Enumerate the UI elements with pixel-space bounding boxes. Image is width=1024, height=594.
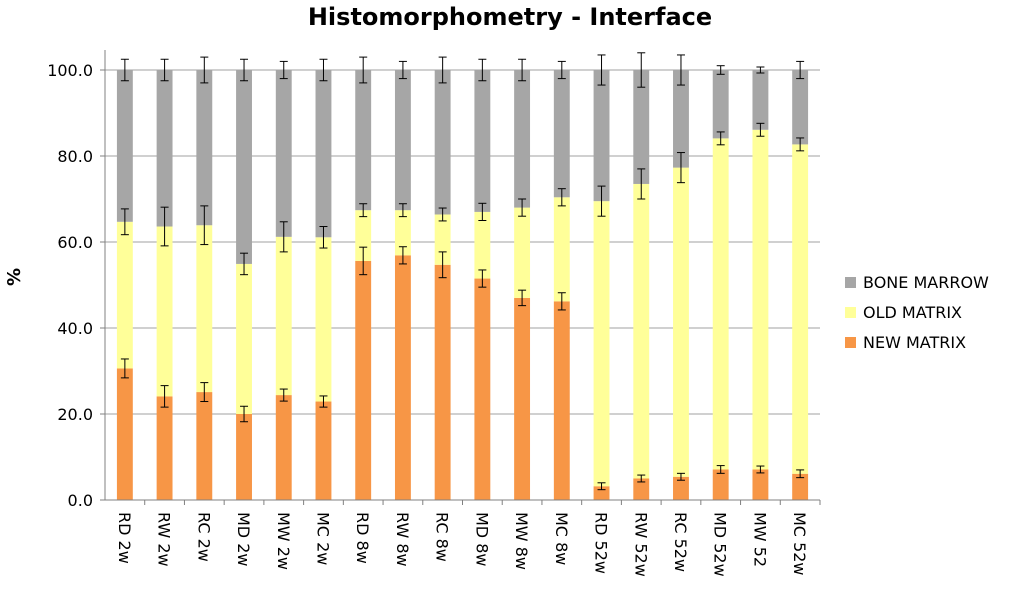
y-tick-label: 100.0 [47,61,93,80]
bar-bone-marrow [156,70,173,227]
bar-new-matrix [236,414,252,500]
bar-new-matrix [712,469,729,500]
legend-label: OLD MATRIX [863,303,962,322]
bar-old-matrix [236,263,252,414]
bar-bone-marrow [474,70,491,212]
x-tick-label: RD 2w [115,512,134,564]
bar-new-matrix [275,395,292,500]
legend-swatch [845,307,856,318]
x-tick-label: MD 8w [472,512,491,566]
bar-new-matrix [514,297,531,500]
bar-new-matrix [355,260,372,500]
y-tick-label: 20.0 [57,405,93,424]
bar-old-matrix [474,211,491,279]
bar-old-matrix [275,236,292,396]
bar-bone-marrow [434,70,451,215]
x-tick-label: RC 2w [194,512,213,562]
x-tick-label: MC 2w [313,512,332,565]
bar-bone-marrow [633,70,650,184]
x-tick-label: MW 52 [750,512,769,567]
bar-bone-marrow [673,70,689,168]
bar-new-matrix [633,478,650,500]
bar-old-matrix [355,210,372,261]
chart-title: Histomorphometry - Interface [308,3,712,31]
x-tick-label: RW 52w [631,512,650,577]
bar-old-matrix [712,138,729,470]
x-tick-label: MD 52w [711,512,730,577]
bar-new-matrix [553,301,570,500]
bar-bone-marrow [792,70,809,145]
legend: BONE MARROW OLD MATRIX NEW MATRIX [845,273,989,352]
x-tick-label: RC 52w [671,512,690,572]
bar-new-matrix [156,396,173,500]
bars [116,70,809,500]
y-tick-label: 40.0 [57,319,93,338]
bar-new-matrix [752,469,769,500]
bar-old-matrix [673,167,689,477]
x-tick-label: RW 8w [393,512,412,567]
x-tick-label: MW 2w [274,512,293,570]
x-tick-labels: RD 2w RW 2w RC 2w MD 2w MW 2w MC 2w RD 8w RW 8w… [115,512,809,577]
bar-old-matrix [315,237,332,402]
bar-new-matrix [315,401,332,500]
x-tick-label: RC 8w [433,512,452,562]
bar-bone-marrow [593,70,610,202]
bar-bone-marrow [355,70,372,211]
bar-old-matrix [156,226,173,397]
x-tick-label: MD 2w [234,512,253,566]
legend-swatch [845,337,856,348]
bar-old-matrix [633,183,650,479]
bar-bone-marrow [196,70,213,226]
bar-old-matrix [792,144,809,474]
y-tick-label: 80.0 [57,147,93,166]
x-tick-label: MC 8w [552,512,571,565]
bar-bone-marrow [514,70,531,208]
bar-old-matrix [593,201,610,487]
x-tick-label: RD 52w [592,512,611,574]
x-tick-label: RW 2w [155,512,174,567]
bar-old-matrix [196,225,213,393]
bar-new-matrix [116,368,133,500]
x-tick-label: MC 52w [790,512,809,576]
bar-bone-marrow [315,70,332,238]
legend-label: NEW MATRIX [863,333,966,352]
bar-old-matrix [514,207,531,298]
x-tick-label: MW 8w [512,512,531,570]
bar-old-matrix [116,221,133,369]
bar-old-matrix [553,197,570,302]
axes [100,50,821,505]
bar-bone-marrow [752,70,769,130]
grid-lines [105,69,820,415]
x-tick-label: RD 8w [353,512,372,564]
bar-bone-marrow [236,70,252,264]
bar-new-matrix [434,264,451,500]
legend-swatch [845,277,856,288]
y-tick-label: 0.0 [68,491,93,510]
y-axis-label: % [4,268,25,286]
bar-new-matrix [394,255,411,500]
bar-bone-marrow [394,70,411,211]
bar-new-matrix [792,473,809,500]
y-tick-label: 60.0 [57,233,93,252]
bar-bone-marrow [712,70,729,139]
bar-bone-marrow [553,70,570,198]
bar-new-matrix [196,392,213,500]
bar-old-matrix [394,210,411,256]
bar-new-matrix [474,278,491,500]
bar-bone-marrow [116,70,133,222]
y-tick-labels: 0.0 20.0 40.0 60.0 80.0 100.0 [47,61,93,510]
bar-old-matrix [752,129,769,470]
legend-label: BONE MARROW [863,273,989,292]
error-bars [120,52,805,491]
bar-bone-marrow [275,70,292,237]
bar-new-matrix [673,476,689,500]
